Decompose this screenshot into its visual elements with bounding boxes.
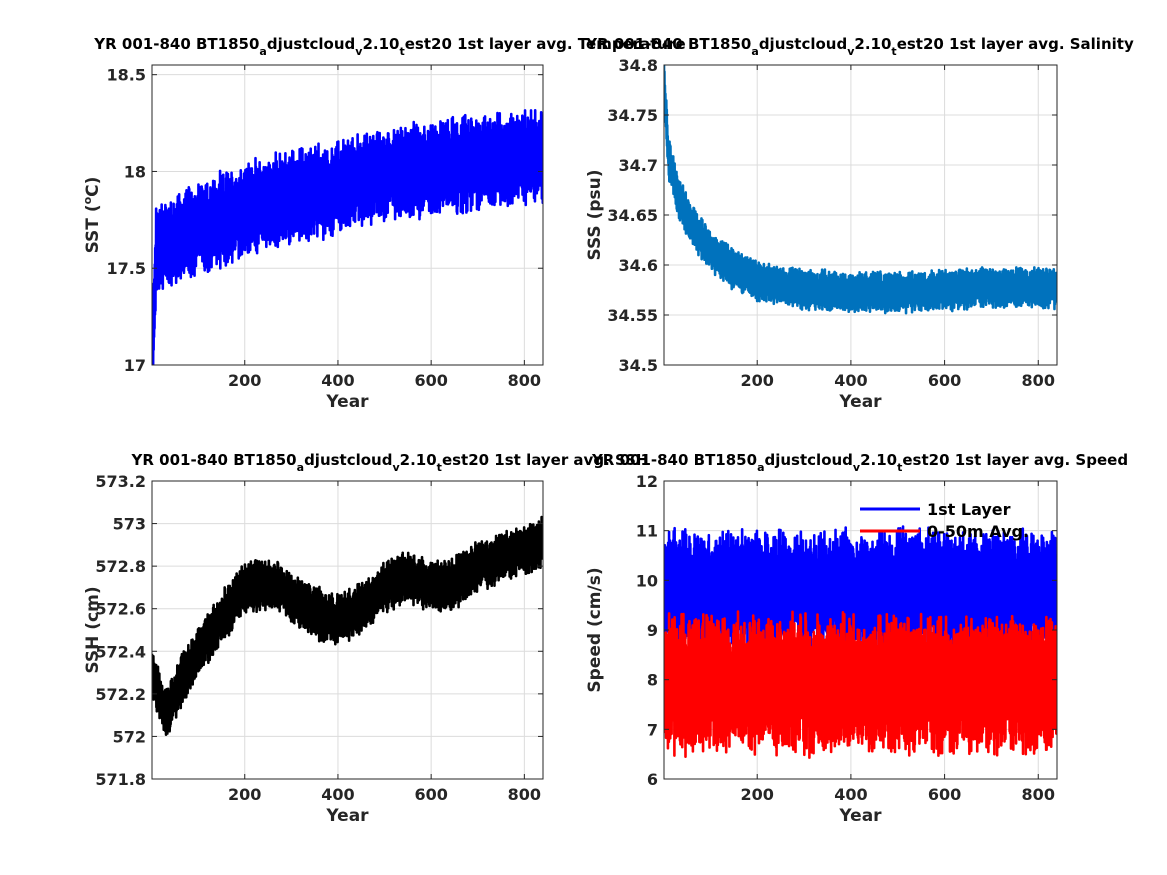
series-line-1 <box>152 515 543 736</box>
x-axis-label: Year <box>325 806 369 826</box>
y-tick-label: 573 <box>113 515 146 534</box>
y-tick-label: 572.4 <box>95 642 146 661</box>
series-line-1 <box>152 108 543 365</box>
x-axis-label: Year <box>838 806 882 826</box>
plot-title: YR 001-840 BT1850adjustcloudv2.10test20 … <box>591 451 1128 474</box>
y-tick-label: 18.5 <box>107 66 146 85</box>
chart-panel-1: 200 400 600 800 17 17.5 18 18.5 Year SST (oC) YR 0… <box>81 35 686 412</box>
x-tick-label: 800 <box>1022 371 1055 390</box>
y-tick-label: 8 <box>647 671 658 690</box>
y-tick-label: 12 <box>636 472 658 491</box>
y-tick-label: 34.8 <box>619 56 658 75</box>
plot-title: YR 001-840 BT1850adjustcloudv2.10test20 … <box>585 35 1134 58</box>
axes-frame <box>151 480 544 780</box>
y-tick-label: 17 <box>124 356 146 375</box>
y-tick-label: 34.7 <box>619 156 658 175</box>
x-tick-label: 800 <box>508 785 541 804</box>
chart-panel-4: 200 400 600 800 6 7 8 9 10 11 12 Year Speed (cm/s) YR… <box>585 451 1128 826</box>
x-tick-label: 200 <box>741 785 774 804</box>
y-tick-label: 7 <box>647 720 658 739</box>
x-tick-label: 800 <box>1022 785 1055 804</box>
legend-label: 1st Layer <box>927 500 1011 519</box>
x-tick-label: 400 <box>321 371 354 390</box>
plot-title: YR 001-840 BT1850adjustcloudv2.10test20 … <box>131 451 649 474</box>
x-tick-label: 200 <box>741 371 774 390</box>
x-tick-label: 200 <box>228 785 261 804</box>
x-tick-label: 800 <box>508 371 541 390</box>
x-tick-label: 400 <box>321 785 354 804</box>
x-tick-label: 600 <box>414 785 447 804</box>
y-tick-label: 572 <box>113 727 146 746</box>
y-axis-label: SST (oC) <box>81 177 103 254</box>
y-axis-label: SSS (psu) <box>585 169 605 260</box>
axes-frame <box>151 64 544 366</box>
legend-label: 0-50m Avg. <box>927 522 1029 541</box>
x-axis-label: Year <box>838 392 882 412</box>
x-tick-label: 200 <box>228 371 261 390</box>
y-tick-label: 34.5 <box>619 356 658 375</box>
y-tick-label: 572.8 <box>95 557 146 576</box>
series-line-1 <box>664 525 1057 656</box>
series-line-2 <box>664 610 1057 759</box>
x-tick-label: 600 <box>928 785 961 804</box>
x-tick-label: 400 <box>834 371 867 390</box>
plot-title: YR 001-840 BT1850adjustcloudv2.10test20 … <box>93 35 685 58</box>
y-tick-label: 6 <box>647 770 658 789</box>
y-tick-label: 18 <box>124 162 146 181</box>
y-axis-label: Speed (cm/s) <box>585 567 605 692</box>
chart-panel-3: 200 400 600 800 571.8 572 572.2 572.4 572.6 572.8… <box>83 451 648 826</box>
series-line-1 <box>664 65 1057 315</box>
y-tick-label: 10 <box>636 571 658 590</box>
y-tick-label: 34.75 <box>607 106 658 125</box>
y-tick-label: 34.65 <box>607 206 658 225</box>
y-tick-label: 11 <box>636 522 658 541</box>
y-tick-label: 34.6 <box>619 256 658 275</box>
x-tick-label: 600 <box>928 371 961 390</box>
y-tick-label: 34.55 <box>607 306 658 325</box>
x-axis-label: Year <box>325 392 369 412</box>
y-tick-label: 9 <box>647 621 658 640</box>
y-tick-label: 17.5 <box>107 259 146 278</box>
y-tick-label: 571.8 <box>95 770 146 789</box>
y-tick-label: 573.2 <box>95 472 146 491</box>
y-tick-label: 572.6 <box>95 600 146 619</box>
y-axis-label: SSH (cm) <box>83 586 103 673</box>
x-tick-label: 400 <box>834 785 867 804</box>
y-tick-label: 572.2 <box>95 685 146 704</box>
chart-panel-2: 200 400 600 800 34.5 34.55 34.6 34.65 34.7 34.75 3… <box>585 35 1134 412</box>
x-tick-label: 600 <box>414 371 447 390</box>
legend: 1st Layer 0-50m Avg. <box>860 500 1029 541</box>
